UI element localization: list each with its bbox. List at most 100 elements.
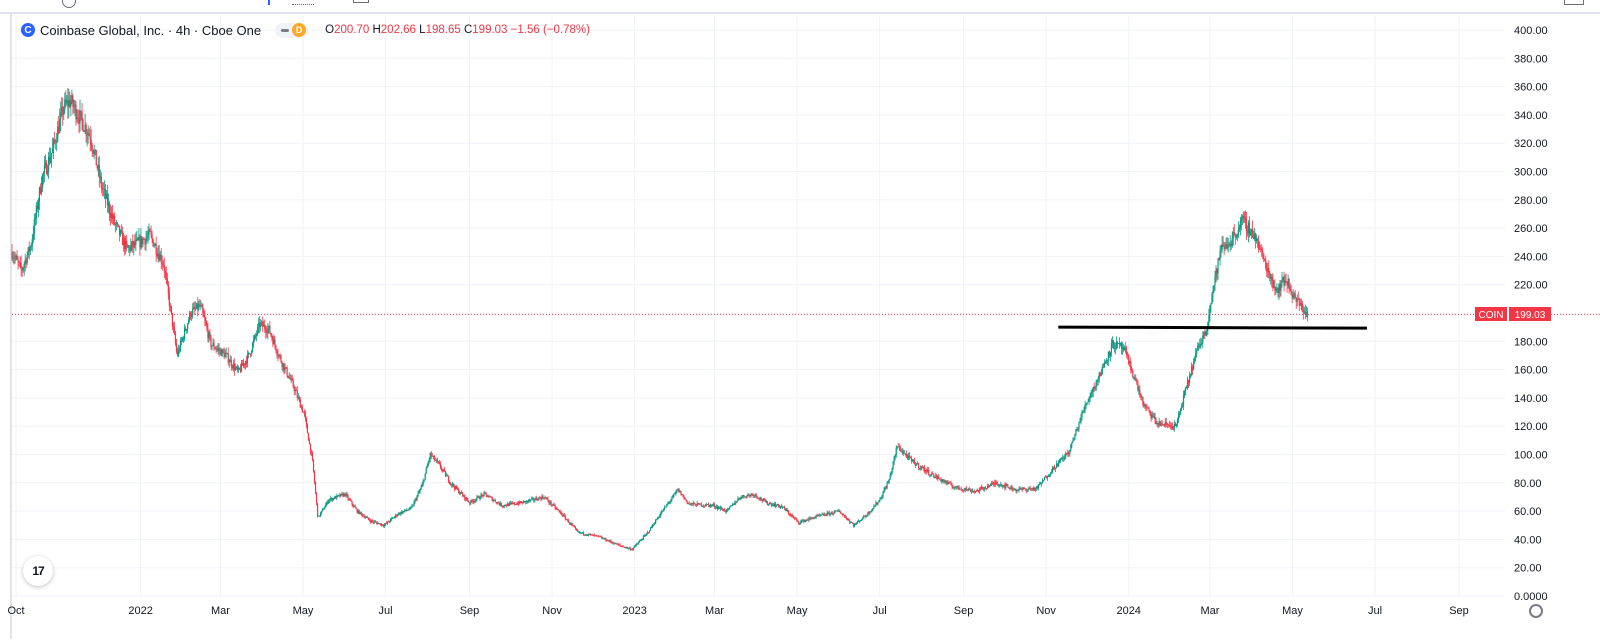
candle-body <box>714 506 717 508</box>
candle-body <box>226 353 228 354</box>
candle-body <box>978 488 981 492</box>
candle-body <box>493 500 495 501</box>
support-line[interactable] <box>1058 325 1367 330</box>
candle-body <box>154 244 156 246</box>
candle-body <box>1249 231 1252 236</box>
candle-body <box>510 502 513 504</box>
candle-body <box>959 488 961 490</box>
candle-body <box>587 535 589 536</box>
candle-body <box>791 515 793 517</box>
candle-body <box>1256 238 1258 241</box>
symbol-title[interactable]: Coinbase Global, Inc. · 4h · Cboe One <box>40 22 262 38</box>
candle-body <box>301 406 303 412</box>
candle-body <box>180 340 183 342</box>
candle-body <box>783 506 786 509</box>
candle-body <box>1139 389 1141 397</box>
candle-body <box>470 500 472 504</box>
candle-body <box>614 542 616 544</box>
toolbar-layout-icon[interactable] <box>353 0 369 3</box>
candle-body <box>198 304 200 310</box>
candle-body <box>1118 343 1121 345</box>
candle-body <box>527 500 529 502</box>
candle-body <box>1274 286 1276 291</box>
candle-body <box>917 463 920 468</box>
toolbar-style-icon[interactable] <box>292 0 314 5</box>
gear-icon[interactable] <box>1529 604 1543 618</box>
candle-body <box>824 514 826 516</box>
candle-body <box>952 486 954 489</box>
candle-body <box>1237 229 1239 235</box>
candle-body <box>872 508 874 510</box>
candle-body <box>356 508 358 513</box>
candle-body <box>980 487 983 489</box>
chart-pane[interactable] <box>10 14 1600 639</box>
candle-body <box>659 515 661 518</box>
candle-body <box>829 513 831 515</box>
candle-body <box>644 534 647 536</box>
candle-body <box>258 322 260 327</box>
candle-body <box>324 507 326 510</box>
candle-body <box>1216 268 1218 274</box>
candle-body <box>127 245 129 248</box>
candle-body <box>591 534 593 536</box>
candle-body <box>1257 238 1259 241</box>
candle-body <box>341 493 343 495</box>
candle-body <box>517 503 520 505</box>
candle-body <box>75 104 77 120</box>
candle-body <box>764 500 766 503</box>
candle-body <box>682 494 684 498</box>
candle-body <box>648 530 651 533</box>
candle-body <box>1203 331 1205 336</box>
candle-body <box>1082 411 1084 413</box>
candle-body <box>72 95 74 107</box>
candle-body <box>443 469 446 472</box>
candle-body <box>1095 381 1097 388</box>
candle-body <box>361 513 363 516</box>
candle-body <box>12 257 14 259</box>
status-badges[interactable]: D <box>275 22 310 38</box>
candle-body <box>171 313 173 327</box>
tradingview-logo-icon[interactable]: 17 <box>23 556 53 586</box>
toolbar-screenshot-icon[interactable] <box>1564 0 1584 5</box>
candle-body <box>199 304 201 306</box>
candle-body <box>1002 485 1004 487</box>
candle-body <box>1080 417 1082 423</box>
candle-body <box>73 106 75 108</box>
candle-body <box>278 355 280 356</box>
candle-body <box>468 501 470 503</box>
candle-body <box>208 332 210 338</box>
candle-body <box>1246 231 1249 234</box>
candle-body <box>485 492 487 495</box>
candle-body <box>545 497 547 499</box>
candle-body <box>763 499 765 501</box>
candle-body <box>541 496 543 500</box>
candle-body <box>38 187 41 202</box>
candle-body <box>111 213 114 219</box>
candle-body <box>165 272 167 279</box>
candle-body <box>394 516 396 518</box>
candle-body <box>135 239 137 245</box>
candle-body <box>990 483 992 486</box>
candle-body <box>1096 380 1098 382</box>
candle-body <box>1101 366 1103 375</box>
candle-body <box>455 486 457 489</box>
candle-body <box>646 532 649 534</box>
candle-body <box>926 470 928 472</box>
candle-body <box>1290 289 1292 296</box>
candle-body <box>396 514 398 516</box>
candle-body <box>565 519 567 521</box>
candle-body <box>98 165 100 178</box>
candle-body <box>323 508 325 510</box>
candle-body <box>862 518 864 520</box>
toolbar-indicator-icon[interactable] <box>268 0 276 5</box>
candle-body <box>1012 489 1014 491</box>
y-tick-label: 260.00 <box>1514 223 1548 235</box>
candle-body <box>214 348 216 350</box>
candle-body <box>85 124 87 135</box>
candle-body <box>104 188 106 199</box>
candle-body <box>346 493 348 496</box>
candle-body <box>566 519 568 521</box>
candle-body <box>1026 489 1028 492</box>
candle-body <box>884 487 886 490</box>
